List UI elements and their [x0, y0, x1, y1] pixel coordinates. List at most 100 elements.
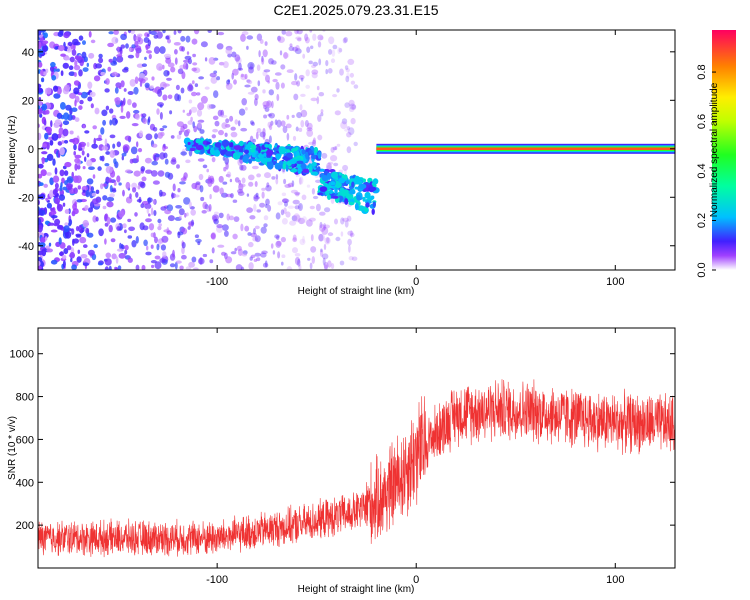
- noise-cell: [61, 140, 65, 144]
- noise-cell: [318, 233, 324, 242]
- noise-cell: [256, 33, 263, 41]
- noise-cell: [353, 84, 359, 89]
- noise-cell: [66, 245, 72, 251]
- noise-cell: [225, 193, 233, 198]
- noise-cell: [105, 78, 110, 85]
- noise-cell: [296, 30, 303, 35]
- noise-cell: [299, 104, 303, 111]
- noise-cell: [85, 189, 90, 198]
- noise-cell: [148, 53, 152, 60]
- noise-cell: [98, 57, 104, 64]
- noise-cell: [56, 112, 63, 119]
- noise-cell: [58, 45, 65, 52]
- noise-cell: [111, 117, 118, 126]
- noise-cell: [330, 58, 336, 63]
- noise-cell: [75, 175, 82, 184]
- noise-cell: [308, 60, 313, 65]
- noise-cell: [241, 98, 247, 106]
- noise-cell: [223, 166, 227, 172]
- noise-cell: [311, 139, 317, 147]
- noise-cell: [154, 261, 162, 270]
- noise-cell: [127, 235, 133, 239]
- noise-cell: [131, 44, 136, 49]
- band-cell: [214, 142, 222, 148]
- noise-cell: [64, 57, 72, 61]
- noise-cell: [182, 123, 188, 130]
- noise-cell: [200, 41, 208, 48]
- noise-cell: [69, 92, 77, 99]
- noise-cell: [120, 80, 125, 88]
- noise-cell: [295, 45, 300, 52]
- noise-cell: [280, 209, 285, 216]
- noise-cell: [206, 168, 209, 173]
- noise-cell: [289, 220, 297, 226]
- noise-cell: [204, 86, 210, 90]
- y-tick-label: 0: [28, 144, 34, 156]
- noise-cell: [199, 185, 204, 193]
- noise-cell: [344, 102, 350, 108]
- noise-cell: [73, 64, 81, 71]
- noise-cell: [253, 258, 258, 262]
- noise-cell: [102, 183, 108, 187]
- noise-cell: [234, 247, 237, 252]
- noise-cell: [90, 103, 94, 109]
- noise-cell: [109, 134, 116, 139]
- band-cell: [330, 171, 339, 179]
- noise-cell: [230, 131, 238, 138]
- noise-cell: [345, 68, 350, 73]
- band-cell: [238, 140, 244, 147]
- noise-cell: [254, 98, 258, 107]
- noise-cell: [117, 46, 120, 52]
- noise-cell: [118, 252, 126, 259]
- noise-cell: [183, 197, 191, 205]
- noise-cell: [237, 191, 245, 197]
- noise-cell: [67, 41, 73, 47]
- x-tick-label: 0: [413, 276, 419, 288]
- noise-cell: [162, 125, 168, 129]
- noise-cell: [276, 240, 282, 247]
- noise-cell: [139, 222, 145, 231]
- noise-cell: [266, 100, 272, 108]
- noise-cell: [59, 30, 64, 36]
- noise-cell: [326, 162, 332, 171]
- band-cell: [202, 140, 207, 145]
- noise-cell: [348, 244, 351, 253]
- noise-cell: [176, 121, 184, 127]
- noise-cell: [264, 172, 271, 179]
- noise-cell: [132, 187, 137, 193]
- noise-cell: [150, 244, 154, 249]
- noise-cell: [129, 158, 134, 164]
- noise-cell: [69, 130, 74, 135]
- band-cell: [332, 195, 339, 199]
- noise-cell: [124, 249, 128, 255]
- noise-cell: [348, 256, 354, 261]
- noise-cell: [248, 181, 254, 187]
- noise-cell: [104, 163, 110, 167]
- noise-cell: [333, 162, 339, 167]
- noise-cell: [162, 94, 168, 101]
- noise-cell: [166, 77, 172, 81]
- noise-cell: [50, 215, 58, 219]
- noise-cell: [193, 30, 200, 35]
- noise-cell: [57, 141, 63, 146]
- noise-cell: [315, 203, 321, 212]
- noise-cell: [271, 60, 277, 65]
- noise-cell: [246, 207, 254, 213]
- noise-cell: [219, 187, 224, 195]
- noise-cell: [122, 189, 125, 197]
- colorbar-tick-label: 0.2: [696, 213, 708, 228]
- noise-cell: [167, 38, 171, 44]
- noise-cell: [237, 120, 241, 127]
- x-tick-label: 0: [413, 574, 419, 586]
- noise-cell: [350, 80, 356, 85]
- noise-cell: [113, 181, 117, 186]
- noise-cell: [45, 68, 49, 74]
- band-cell: [285, 164, 289, 172]
- noise-cell: [38, 182, 44, 187]
- noise-cell: [67, 47, 71, 53]
- noise-cell: [337, 47, 341, 54]
- noise-cell: [154, 133, 158, 140]
- noise-cell: [238, 108, 246, 116]
- noise-cell: [156, 243, 160, 251]
- noise-cell: [292, 237, 298, 243]
